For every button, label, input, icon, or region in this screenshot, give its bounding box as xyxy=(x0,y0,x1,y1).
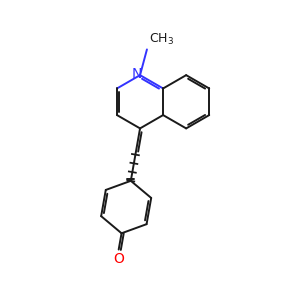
Text: N: N xyxy=(132,67,142,81)
Text: O: O xyxy=(113,252,124,266)
Text: CH$_3$: CH$_3$ xyxy=(149,32,174,47)
